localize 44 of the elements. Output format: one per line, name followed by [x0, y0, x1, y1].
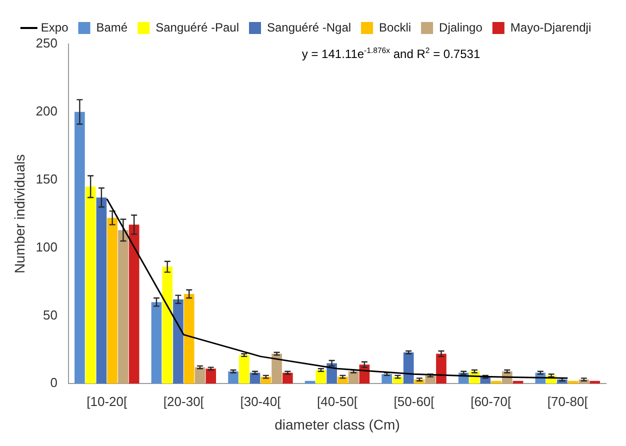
y-tick-label: 200	[36, 104, 58, 118]
bar	[282, 372, 293, 384]
x-tick-label: [40-50[	[317, 394, 358, 409]
bar	[85, 186, 96, 384]
bar	[403, 352, 414, 384]
legend-label: Expo	[40, 20, 69, 34]
y-tick-label: 50	[43, 307, 58, 322]
x-axis-title: diameter class (Cm)	[274, 416, 400, 432]
bar	[250, 372, 260, 384]
y-axis-title: Number individuals	[11, 154, 28, 274]
bar	[118, 230, 128, 384]
y-tick-label: 150	[36, 171, 58, 186]
bar	[128, 224, 140, 384]
x-tick-label: [50-60[	[394, 394, 435, 409]
x-tick-label: [30-40[	[240, 394, 282, 409]
x-tick-label: [60-70[	[470, 394, 512, 409]
legend-label: Sanguéré -Ngal	[266, 20, 352, 34]
legend-label: Djalingo	[439, 20, 483, 34]
bar	[316, 370, 326, 384]
bar	[272, 354, 282, 384]
bar	[162, 266, 173, 384]
bar	[184, 294, 194, 384]
bar	[206, 368, 216, 384]
bar	[436, 354, 446, 384]
legend-label: Bockli	[379, 20, 412, 34]
bar	[173, 299, 184, 384]
bar	[238, 355, 250, 384]
bar	[228, 371, 238, 384]
bar	[74, 112, 85, 384]
bar	[382, 374, 392, 384]
legend-label: Bamé	[96, 20, 128, 34]
y-tick-label: 250	[36, 36, 58, 51]
bar	[151, 302, 162, 384]
x-tick-label: [10-20[	[86, 394, 128, 409]
bar	[96, 198, 107, 384]
legend-label: Sanguéré -Paul	[156, 20, 239, 34]
x-tick-label: [70-80[	[547, 394, 588, 409]
bar	[107, 218, 118, 384]
legend-label: Mayo-Djarendji	[510, 20, 592, 34]
bar	[590, 380, 600, 384]
x-tick-label: [20-30[	[163, 394, 204, 409]
y-tick-label: 0	[50, 375, 58, 390]
bar	[491, 380, 502, 384]
y-tick-label: 100	[36, 239, 58, 254]
